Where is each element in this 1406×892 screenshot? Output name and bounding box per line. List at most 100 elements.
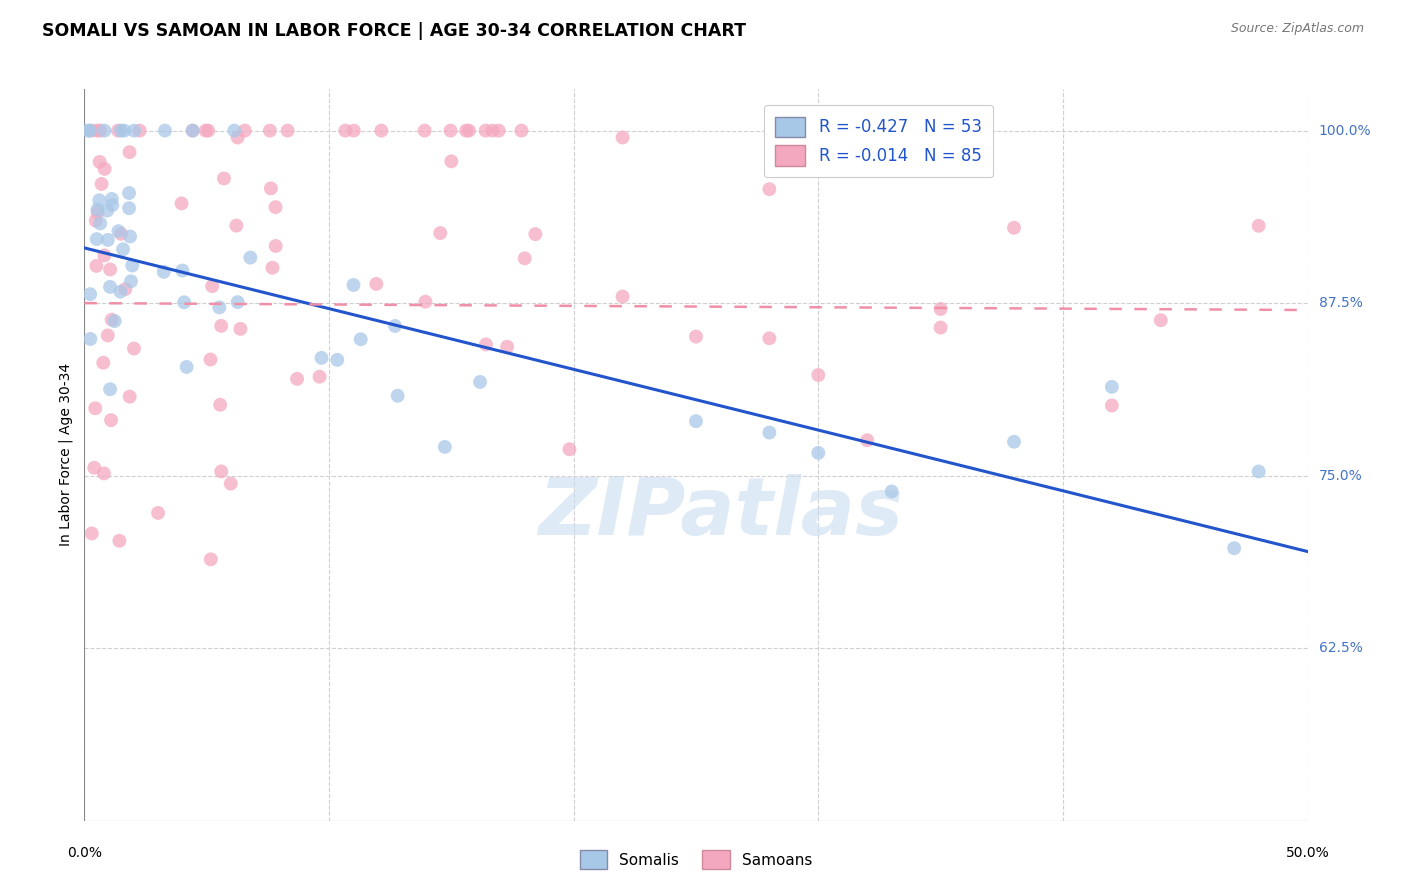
- Point: [758, 182, 780, 196]
- Point: [513, 252, 536, 266]
- Point: [200, 352, 222, 367]
- Text: 87.5%: 87.5%: [1319, 296, 1362, 310]
- Point: [201, 279, 224, 293]
- Point: [1223, 541, 1246, 556]
- Point: [1002, 434, 1025, 449]
- Point: [264, 200, 287, 214]
- Point: [807, 446, 830, 460]
- Point: [112, 123, 135, 137]
- Point: [239, 251, 262, 265]
- Point: [415, 294, 437, 309]
- Point: [80, 123, 103, 137]
- Point: [194, 123, 217, 137]
- Point: [433, 440, 456, 454]
- Point: [93, 248, 115, 262]
- Point: [120, 274, 142, 288]
- Point: [1247, 465, 1270, 479]
- Point: [524, 227, 547, 241]
- Point: [758, 331, 780, 345]
- Point: [107, 224, 129, 238]
- Point: [86, 123, 108, 137]
- Point: [153, 123, 176, 137]
- Point: [807, 368, 830, 382]
- Point: [209, 318, 232, 333]
- Point: [311, 351, 333, 365]
- Point: [259, 123, 281, 137]
- Point: [856, 434, 879, 448]
- Point: [1101, 380, 1123, 394]
- Point: [285, 372, 308, 386]
- Point: [170, 196, 193, 211]
- Point: [89, 194, 111, 208]
- Point: [97, 233, 120, 247]
- Point: [98, 262, 121, 277]
- Point: [84, 213, 107, 227]
- Point: [612, 130, 634, 145]
- Text: 62.5%: 62.5%: [1319, 641, 1362, 655]
- Point: [118, 201, 141, 215]
- Point: [1002, 220, 1025, 235]
- Point: [146, 506, 169, 520]
- Point: [93, 123, 115, 137]
- Point: [93, 161, 115, 176]
- Point: [100, 312, 122, 326]
- Point: [89, 123, 111, 137]
- Point: [475, 337, 498, 351]
- Text: Source: ZipAtlas.com: Source: ZipAtlas.com: [1230, 22, 1364, 36]
- Point: [366, 277, 388, 291]
- Point: [120, 229, 142, 244]
- Point: [118, 145, 141, 160]
- Point: [439, 123, 461, 137]
- Point: [176, 359, 198, 374]
- Point: [104, 314, 127, 328]
- Point: [93, 467, 115, 481]
- Point: [86, 232, 108, 246]
- Point: [97, 328, 120, 343]
- Point: [112, 242, 135, 256]
- Point: [612, 289, 634, 303]
- Point: [200, 552, 222, 566]
- Point: [86, 259, 108, 273]
- Point: [370, 123, 392, 137]
- Point: [224, 123, 246, 137]
- Point: [114, 282, 136, 296]
- Point: [558, 442, 581, 457]
- Point: [262, 260, 284, 275]
- Text: SOMALI VS SAMOAN IN LABOR FORCE | AGE 30-34 CORRELATION CHART: SOMALI VS SAMOAN IN LABOR FORCE | AGE 30…: [42, 22, 747, 40]
- Point: [308, 369, 330, 384]
- Point: [496, 340, 519, 354]
- Point: [152, 265, 174, 279]
- Legend: Somalis, Samoans: Somalis, Samoans: [574, 845, 818, 875]
- Point: [880, 484, 903, 499]
- Point: [98, 382, 121, 396]
- Point: [118, 390, 141, 404]
- Point: [264, 239, 287, 253]
- Point: [277, 123, 299, 137]
- Point: [350, 332, 373, 346]
- Point: [98, 280, 121, 294]
- Point: [1150, 313, 1173, 327]
- Point: [456, 123, 478, 137]
- Point: [181, 123, 204, 137]
- Point: [929, 320, 952, 334]
- Point: [343, 123, 366, 137]
- Text: 0.0%: 0.0%: [67, 846, 101, 860]
- Point: [384, 318, 406, 333]
- Point: [342, 277, 364, 292]
- Point: [80, 526, 103, 541]
- Point: [83, 460, 105, 475]
- Text: ZIPatlas: ZIPatlas: [538, 475, 903, 552]
- Point: [77, 123, 100, 137]
- Point: [685, 414, 707, 428]
- Point: [128, 123, 150, 137]
- Point: [173, 295, 195, 310]
- Point: [510, 123, 533, 137]
- Point: [233, 123, 256, 137]
- Point: [101, 192, 124, 206]
- Point: [260, 181, 283, 195]
- Point: [122, 123, 145, 137]
- Point: [110, 123, 132, 137]
- Point: [100, 413, 122, 427]
- Point: [440, 154, 463, 169]
- Point: [488, 123, 510, 137]
